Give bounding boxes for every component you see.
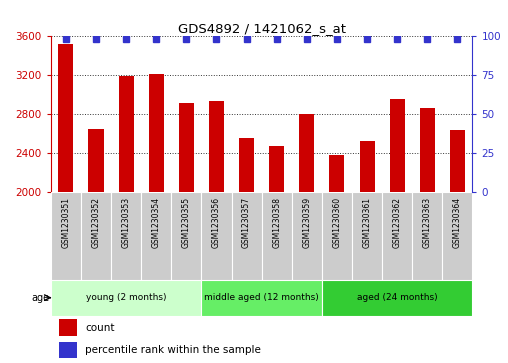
Bar xyxy=(360,141,374,192)
Bar xyxy=(322,280,472,316)
Text: GSM1230354: GSM1230354 xyxy=(152,197,161,248)
Bar xyxy=(201,192,232,280)
Bar xyxy=(450,130,465,192)
Text: GSM1230356: GSM1230356 xyxy=(212,197,221,248)
Bar xyxy=(382,192,412,280)
Bar xyxy=(239,138,254,192)
Text: GSM1230353: GSM1230353 xyxy=(121,197,131,248)
Text: GSM1230352: GSM1230352 xyxy=(91,197,101,248)
Bar xyxy=(118,76,134,192)
Bar xyxy=(51,280,201,316)
Bar xyxy=(201,280,322,316)
Text: aged (24 months): aged (24 months) xyxy=(357,293,437,302)
Bar xyxy=(59,319,77,336)
Text: GSM1230358: GSM1230358 xyxy=(272,197,281,248)
Bar xyxy=(352,192,382,280)
Bar xyxy=(81,192,111,280)
Text: GSM1230357: GSM1230357 xyxy=(242,197,251,248)
Bar xyxy=(292,192,322,280)
Bar xyxy=(442,192,472,280)
Title: GDS4892 / 1421062_s_at: GDS4892 / 1421062_s_at xyxy=(178,22,345,35)
Bar xyxy=(299,114,314,192)
Bar xyxy=(412,192,442,280)
Text: GSM1230361: GSM1230361 xyxy=(363,197,371,248)
Bar xyxy=(329,155,344,192)
Text: GSM1230359: GSM1230359 xyxy=(302,197,311,248)
Bar xyxy=(232,192,262,280)
Bar xyxy=(59,342,77,358)
Bar xyxy=(88,129,104,192)
Bar xyxy=(149,74,164,192)
Bar xyxy=(420,107,435,192)
Text: percentile rank within the sample: percentile rank within the sample xyxy=(85,345,261,355)
Text: GSM1230355: GSM1230355 xyxy=(182,197,191,248)
Text: GSM1230363: GSM1230363 xyxy=(423,197,432,248)
Bar xyxy=(58,44,73,192)
Bar xyxy=(141,192,171,280)
Text: age: age xyxy=(31,293,49,303)
Bar xyxy=(209,101,224,192)
Bar xyxy=(171,192,201,280)
Bar xyxy=(269,146,284,192)
Bar xyxy=(111,192,141,280)
Text: GSM1230360: GSM1230360 xyxy=(332,197,341,248)
Text: GSM1230351: GSM1230351 xyxy=(61,197,71,248)
Text: young (2 months): young (2 months) xyxy=(86,293,166,302)
Bar xyxy=(322,192,352,280)
Text: count: count xyxy=(85,323,115,333)
Bar xyxy=(51,192,81,280)
Text: GSM1230364: GSM1230364 xyxy=(453,197,462,248)
Bar xyxy=(262,192,292,280)
Bar xyxy=(390,99,405,192)
Bar xyxy=(179,103,194,192)
Text: GSM1230362: GSM1230362 xyxy=(393,197,402,248)
Text: middle aged (12 months): middle aged (12 months) xyxy=(204,293,319,302)
